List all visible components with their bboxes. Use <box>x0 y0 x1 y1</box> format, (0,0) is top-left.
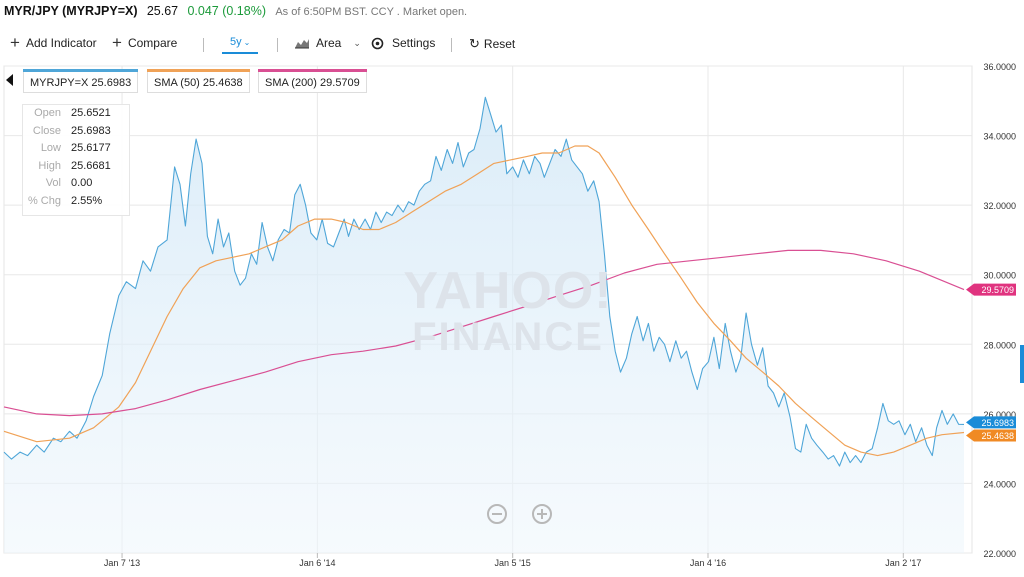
plus-icon-v <box>541 509 543 519</box>
side-panel-tab[interactable] <box>1020 345 1024 383</box>
toolbar-divider <box>277 38 278 52</box>
settings-label: Settings <box>392 36 436 50</box>
compare-label: Compare <box>127 36 178 50</box>
quote-header: MYR/JPY (MYRJPY=X) 25.67 0.047 (0.18%) A… <box>4 4 467 22</box>
last-price: 25.67 <box>146 4 179 18</box>
series-line-price <box>3 96 965 467</box>
ohlc-value: 25.6521 <box>71 107 111 119</box>
symbol-name: MYR/JPY (MYRJPY=X) <box>4 4 138 18</box>
y-axis: 36.0000 34.0000 32.0000 30.0000 28.0000 26.00… <box>983 62 1016 559</box>
zoom-out-button[interactable] <box>487 504 507 524</box>
plus-icon: + <box>112 33 122 52</box>
end-label-sma-50-: 25.4638 <box>966 429 1016 442</box>
y-tick-label: 34.0000 <box>983 132 1016 142</box>
legend-label: SMA (200) 29.5709 <box>265 77 360 89</box>
chart-type-button[interactable]: Area ⌄ <box>294 36 361 50</box>
ohlc-value: 25.6177 <box>71 142 111 154</box>
ohlc-key: Close <box>32 124 61 137</box>
y-tick-label: 36.0000 <box>983 62 1016 72</box>
legend-item-price[interactable]: MYRJPY=X 25.6983 <box>23 69 139 93</box>
chevron-down-icon: ⌄ <box>243 37 251 47</box>
add-indicator-label: Add Indicator <box>25 36 97 50</box>
ohlc-row-high: High 25.6681 <box>23 158 129 176</box>
chart-toolbar: + Add Indicator + Compare 5y ⌄ Area ⌄ Se… <box>0 30 1024 60</box>
y-tick-label: 28.0000 <box>983 340 1016 350</box>
legend-label: MYRJPY=X 25.6983 <box>30 77 132 89</box>
range-label: 5y <box>230 36 242 48</box>
end-label-sma-200-: 29.5709 <box>966 283 1016 296</box>
market-status: As of 6:50PM BST. CCY . Market open. <box>275 6 468 18</box>
ohlc-value: 25.6983 <box>71 124 111 137</box>
end-value-labels: 25.6983 25.4638 29.5709 <box>966 283 1016 442</box>
end-label-flag <box>966 429 1016 442</box>
x-tick-label: Jan 7 '13 <box>104 558 140 568</box>
ohlc-key: High <box>38 159 61 172</box>
end-label-text: 29.5709 <box>981 285 1014 295</box>
toolbar-divider <box>203 38 204 52</box>
ohlc-key: Vol <box>45 177 61 189</box>
x-tick-label: Jan 5 '15 <box>495 558 531 568</box>
end-label-myrjpy-x: 25.6983 <box>966 416 1016 429</box>
price-area <box>4 97 964 554</box>
gear-icon <box>371 37 384 49</box>
zoom-in-button[interactable] <box>532 504 552 524</box>
chart-type-label: Area <box>316 36 342 50</box>
chart-lines <box>3 96 965 467</box>
y-tick-label: 30.0000 <box>983 271 1016 281</box>
ohlc-row-pct-chg: % Chg 2.55% <box>23 193 129 211</box>
y-tick-label: 26.0000 <box>983 410 1016 420</box>
legend-color-bar <box>147 69 250 72</box>
reset-icon: ↻ <box>469 36 480 51</box>
price-area-fill <box>4 97 964 554</box>
ohlc-row-low: Low 25.6177 <box>23 140 129 158</box>
legend-item-sma50[interactable]: SMA (50) 25.4638 <box>147 69 250 93</box>
ohlc-value: 2.55% <box>71 194 103 207</box>
ohlc-value: 25.6681 <box>71 159 111 172</box>
range-selector[interactable]: 5y ⌄ <box>230 36 250 48</box>
x-tick-label: Jan 6 '14 <box>299 558 335 568</box>
plus-icon: + <box>10 33 20 52</box>
legend-color-bar <box>23 69 139 72</box>
x-tick-label: Jan 4 '16 <box>690 558 726 568</box>
ohlc-panel: Open 25.6521 Close 25.6983 Low 25.6177 High… <box>22 104 130 216</box>
ohlc-key: Low <box>40 142 61 154</box>
reset-button[interactable]: ↻ Reset <box>469 36 515 52</box>
y-tick-label: 24.0000 <box>983 479 1016 489</box>
ohlc-row-open: Open 25.6521 <box>23 105 129 123</box>
ohlc-key: Open <box>34 107 61 119</box>
add-indicator-button[interactable]: + Add Indicator <box>10 33 97 52</box>
collapse-legend-icon[interactable] <box>6 74 13 86</box>
minus-icon <box>492 513 502 515</box>
y-tick-label: 22.0000 <box>983 549 1016 559</box>
x-tick-label: Jan 2 '17 <box>885 558 921 568</box>
series-line-sma50 <box>3 145 965 457</box>
reset-label: Reset <box>483 37 516 51</box>
series-line-sma200 <box>3 249 965 417</box>
end-label-flag <box>966 416 1016 429</box>
ohlc-row-vol: Vol 0.00 <box>23 175 129 193</box>
end-label-text: 25.4638 <box>981 431 1014 441</box>
ohlc-value: 0.00 <box>71 177 93 189</box>
legend-item-sma200[interactable]: SMA (200) 29.5709 <box>258 69 367 93</box>
settings-button[interactable]: Settings <box>371 36 435 50</box>
x-axis: Jan 7 '13 Jan 6 '14 Jan 5 '15 Jan 4 '16 Jan … <box>104 553 921 568</box>
y-tick-label: 32.0000 <box>983 201 1016 211</box>
legend-color-bar <box>258 69 367 72</box>
end-label-flag <box>966 283 1016 296</box>
toolbar-divider <box>451 38 452 52</box>
legend-label: SMA (50) 25.4638 <box>154 77 243 89</box>
range-active-indicator <box>222 52 258 54</box>
chevron-down-icon: ⌄ <box>353 37 361 48</box>
end-label-text: 25.6983 <box>981 418 1014 428</box>
compare-button[interactable]: + Compare <box>112 33 178 52</box>
ohlc-row-close: Close 25.6983 <box>23 123 129 141</box>
ohlc-key: % Chg <box>27 194 61 207</box>
price-change: 0.047 (0.18%) <box>187 4 266 18</box>
area-chart-icon <box>295 39 309 49</box>
